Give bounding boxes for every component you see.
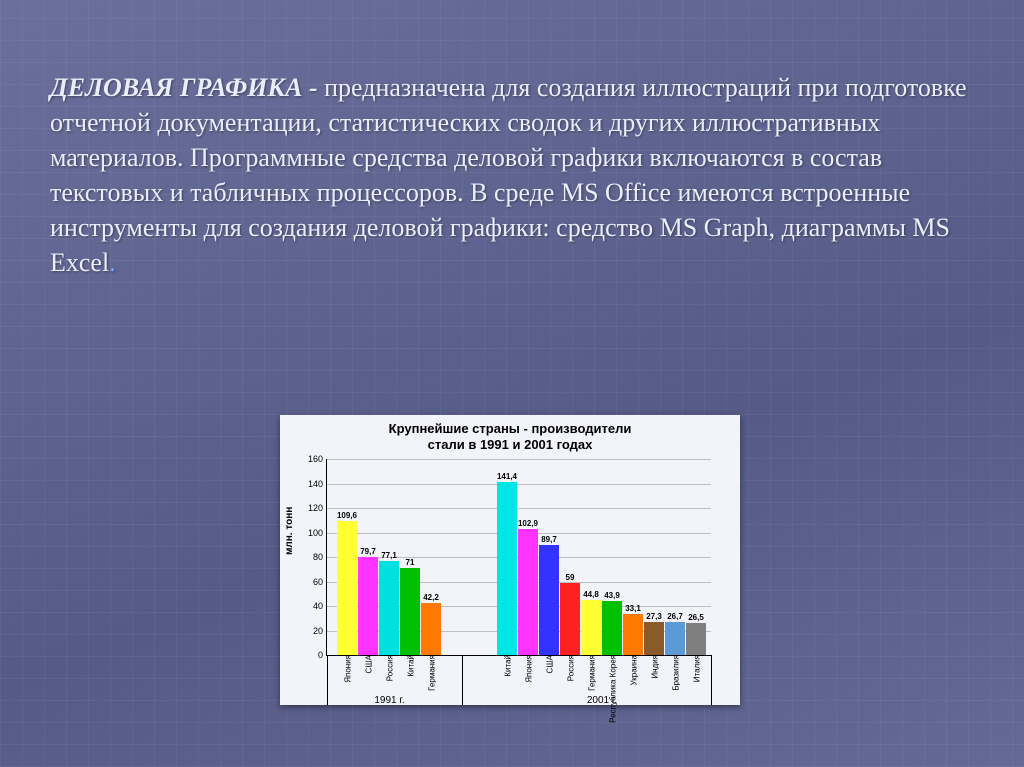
bar-value-label: 77,1 bbox=[381, 551, 397, 561]
bar-chart: Крупнейшие страны - производители стали … bbox=[280, 415, 740, 705]
bar-value-label: 59 bbox=[566, 573, 575, 583]
grid-line bbox=[327, 508, 711, 509]
x-group-label: 1991 г. bbox=[337, 655, 442, 706]
grid-line bbox=[327, 484, 711, 485]
bar: 44,8Германия bbox=[581, 600, 601, 655]
bar-value-label: 33,1 bbox=[625, 604, 641, 614]
y-tick-label: 60 bbox=[313, 577, 327, 587]
y-tick-label: 140 bbox=[308, 479, 327, 489]
y-tick-label: 160 bbox=[308, 454, 327, 464]
bar-value-label: 26,7 bbox=[667, 612, 683, 622]
bar: 26,7Бразилия bbox=[665, 622, 685, 655]
bar-value-label: 141,4 bbox=[497, 472, 517, 482]
grid-line bbox=[327, 459, 711, 460]
terminal-dot: . bbox=[109, 248, 116, 277]
bar: 71Китай bbox=[400, 568, 420, 655]
bar: 141,4Китай bbox=[497, 482, 517, 655]
bar: 59Россия bbox=[560, 583, 580, 655]
bar-value-label: 44,8 bbox=[583, 590, 599, 600]
bar-value-label: 79,7 bbox=[360, 547, 376, 557]
body-text-block: ДЕЛОВАЯ ГРАФИКА - предназначена для созд… bbox=[50, 70, 974, 281]
bar: 33,1Украина bbox=[623, 614, 643, 655]
y-tick-label: 80 bbox=[313, 552, 327, 562]
group-separator bbox=[711, 655, 712, 705]
y-tick-label: 0 bbox=[318, 650, 327, 660]
bar-value-label: 89,7 bbox=[541, 535, 557, 545]
y-axis-label: млн. тонн bbox=[284, 507, 295, 555]
group-separator bbox=[462, 655, 463, 705]
bar: 102,9Япония bbox=[518, 529, 538, 655]
bar-value-label: 109,6 bbox=[337, 511, 357, 521]
bar-value-label: 26,5 bbox=[688, 613, 704, 623]
bar: 42,2Германия bbox=[421, 603, 441, 655]
bar: 43,9Республика Корея bbox=[602, 601, 622, 655]
bar-value-label: 43,9 bbox=[604, 591, 620, 601]
bar-value-label: 27,3 bbox=[646, 612, 662, 622]
bar: 77,1Россия bbox=[379, 561, 399, 655]
y-tick-label: 40 bbox=[313, 601, 327, 611]
y-tick-label: 120 bbox=[308, 503, 327, 513]
chart-title-line1: Крупнейшие страны - производители bbox=[389, 421, 632, 436]
body-copy: предназначена для создания иллюстраций п… bbox=[50, 73, 967, 277]
chart-title-line2: стали в 1991 и 2001 годах bbox=[428, 437, 593, 452]
bar: 109,6Япония bbox=[337, 521, 357, 655]
bar: 79,7США bbox=[358, 557, 378, 655]
slide: ДЕЛОВАЯ ГРАФИКА - предназначена для созд… bbox=[0, 0, 1024, 767]
x-group-label: 2001 г. bbox=[497, 655, 707, 706]
bar: 27,3Индия bbox=[644, 622, 664, 655]
bar-value-label: 42,2 bbox=[423, 593, 439, 603]
chart-plot-area: 020406080100120140160109,6Япония79,7США7… bbox=[326, 459, 711, 656]
bar: 26,5Италия bbox=[686, 623, 706, 655]
y-tick-label: 20 bbox=[313, 626, 327, 636]
bar-value-label: 71 bbox=[406, 558, 415, 568]
bar-value-label: 102,9 bbox=[518, 519, 538, 529]
bar: 89,7США bbox=[539, 545, 559, 655]
lead-term: ДЕЛОВАЯ ГРАФИКА - bbox=[50, 73, 324, 102]
chart-title: Крупнейшие страны - производители стали … bbox=[280, 415, 740, 454]
y-tick-label: 100 bbox=[308, 528, 327, 538]
group-separator bbox=[327, 655, 328, 705]
